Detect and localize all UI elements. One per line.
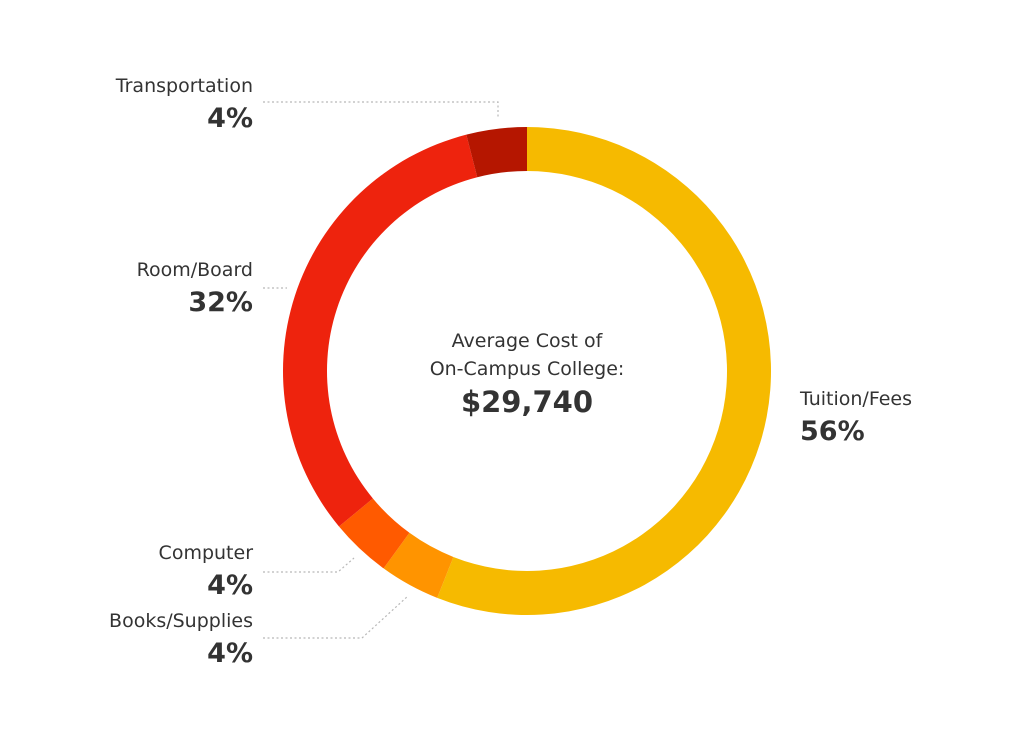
label-tuition-fees: Tuition/Fees	[799, 388, 912, 410]
label-books-supplies: Books/Supplies	[109, 610, 253, 632]
center-line-1: Average Cost of	[452, 330, 604, 352]
leader-transportation	[263, 101, 499, 118]
value-books-supplies: 4%	[207, 638, 253, 669]
center-total: $29,740	[461, 385, 593, 419]
leader-books-supplies	[263, 595, 409, 639]
value-transportation: 4%	[207, 103, 253, 134]
label-computer: Computer	[159, 542, 254, 564]
slice-tuition-fees	[437, 127, 771, 615]
slice-transportation	[466, 127, 527, 178]
slice-room-board	[283, 134, 478, 527]
leader-computer	[263, 557, 355, 573]
label-room-board: Room/Board	[137, 259, 253, 281]
slice-computer	[338, 498, 410, 569]
label-transportation: Transportation	[115, 75, 253, 97]
value-tuition-fees: 56%	[800, 416, 865, 447]
center-line-2: On-Campus College:	[430, 358, 625, 380]
value-computer: 4%	[207, 570, 253, 601]
value-room-board: 32%	[188, 287, 253, 318]
slice-books-supplies	[383, 532, 454, 598]
slice-labels: Tuition/Fees 56% Books/Supplies 4% Computer 4…	[109, 75, 912, 669]
center-text: Average Cost of On-Campus College: $29,7…	[430, 330, 625, 419]
donut-slices	[283, 127, 771, 615]
leader-lines	[263, 101, 499, 639]
